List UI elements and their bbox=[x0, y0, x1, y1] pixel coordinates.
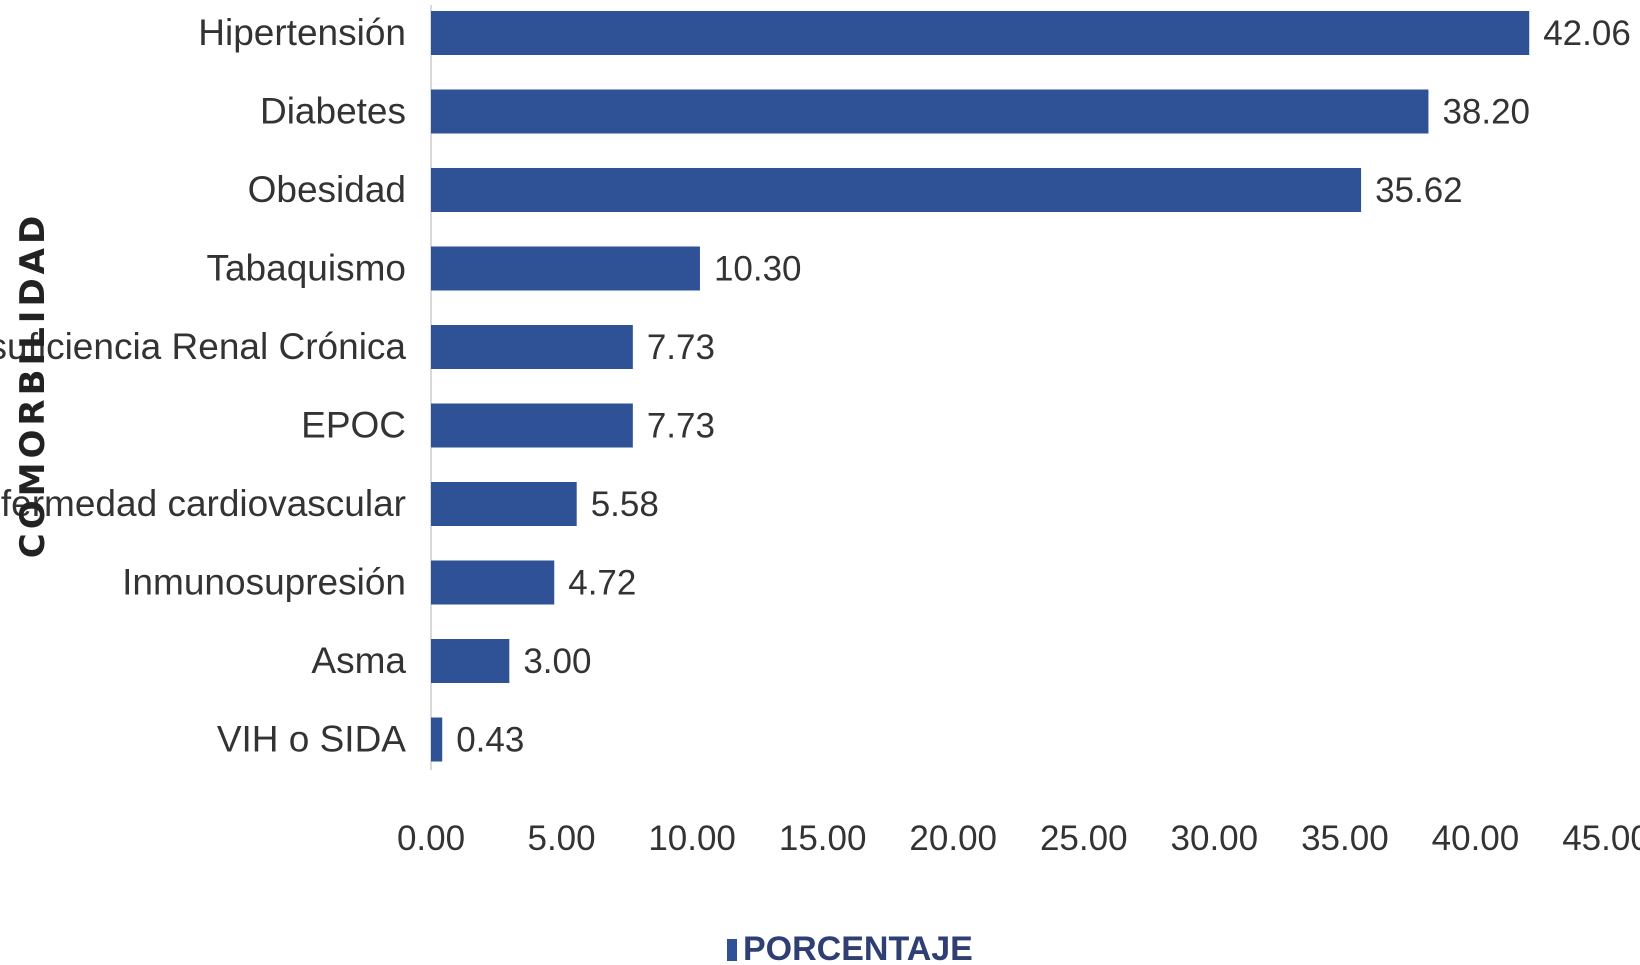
bar bbox=[431, 639, 510, 683]
category-label: Obesidad bbox=[248, 169, 406, 210]
bar bbox=[431, 168, 1362, 212]
value-label: 0.43 bbox=[456, 721, 524, 760]
category-label: Enfermedad cardiovascular bbox=[0, 483, 406, 524]
category-label: Diabetes bbox=[260, 91, 406, 132]
x-tick-label: 40.00 bbox=[1432, 819, 1520, 858]
bar bbox=[431, 89, 1429, 134]
bar bbox=[431, 560, 555, 605]
legend: PORCENTAJE bbox=[727, 930, 973, 965]
bar bbox=[431, 482, 577, 526]
x-tick-label: 5.00 bbox=[527, 819, 595, 858]
category-label: Tabaquismo bbox=[206, 248, 406, 289]
bar bbox=[431, 325, 633, 369]
value-label: 3.00 bbox=[523, 642, 591, 681]
category-label: Insuficiencia Renal Crónica bbox=[0, 326, 406, 367]
category-label: Hipertensión bbox=[198, 12, 406, 53]
x-tick-labels: 0.00 5.00 10.00 15.00 20.00 25.00 30.00 35.00 40… bbox=[397, 819, 1640, 858]
y-axis-title: COMORBILIDAD bbox=[13, 212, 53, 558]
value-label: 42.06 bbox=[1543, 14, 1631, 53]
bar bbox=[431, 717, 443, 762]
bar bbox=[431, 246, 700, 291]
value-labels: 42.06 38.20 35.62 10.30 7.73 7.73 5.58 4.72 3.00… bbox=[456, 14, 1631, 760]
legend-label: PORCENTAJE bbox=[743, 930, 973, 965]
value-label: 5.58 bbox=[591, 485, 659, 524]
x-tick-label: 45.00 bbox=[1562, 819, 1640, 858]
bars-group bbox=[431, 11, 1530, 762]
legend-swatch bbox=[727, 939, 737, 961]
value-label: 7.73 bbox=[647, 407, 715, 446]
category-labels: Hipertensión Diabetes Obesidad Tabaquismo In… bbox=[0, 12, 406, 760]
x-tick-label: 10.00 bbox=[648, 819, 736, 858]
x-tick-label: 25.00 bbox=[1040, 819, 1128, 858]
x-tick-label: 30.00 bbox=[1171, 819, 1259, 858]
x-tick-label: 0.00 bbox=[397, 819, 465, 858]
category-label: EPOC bbox=[301, 405, 406, 446]
x-tick-label: 20.00 bbox=[909, 819, 997, 858]
value-label: 35.62 bbox=[1375, 171, 1463, 210]
bar bbox=[431, 403, 633, 448]
category-label: VIH o SIDA bbox=[217, 719, 406, 760]
x-tick-label: 15.00 bbox=[779, 819, 867, 858]
x-tick-label: 35.00 bbox=[1301, 819, 1389, 858]
value-label: 38.20 bbox=[1442, 93, 1530, 132]
category-label: Inmunosupresión bbox=[122, 562, 406, 603]
value-label: 7.73 bbox=[647, 328, 715, 367]
category-label: Asma bbox=[311, 640, 406, 681]
bar bbox=[431, 11, 1530, 55]
value-label: 4.72 bbox=[568, 564, 636, 603]
value-label: 10.30 bbox=[714, 250, 802, 289]
